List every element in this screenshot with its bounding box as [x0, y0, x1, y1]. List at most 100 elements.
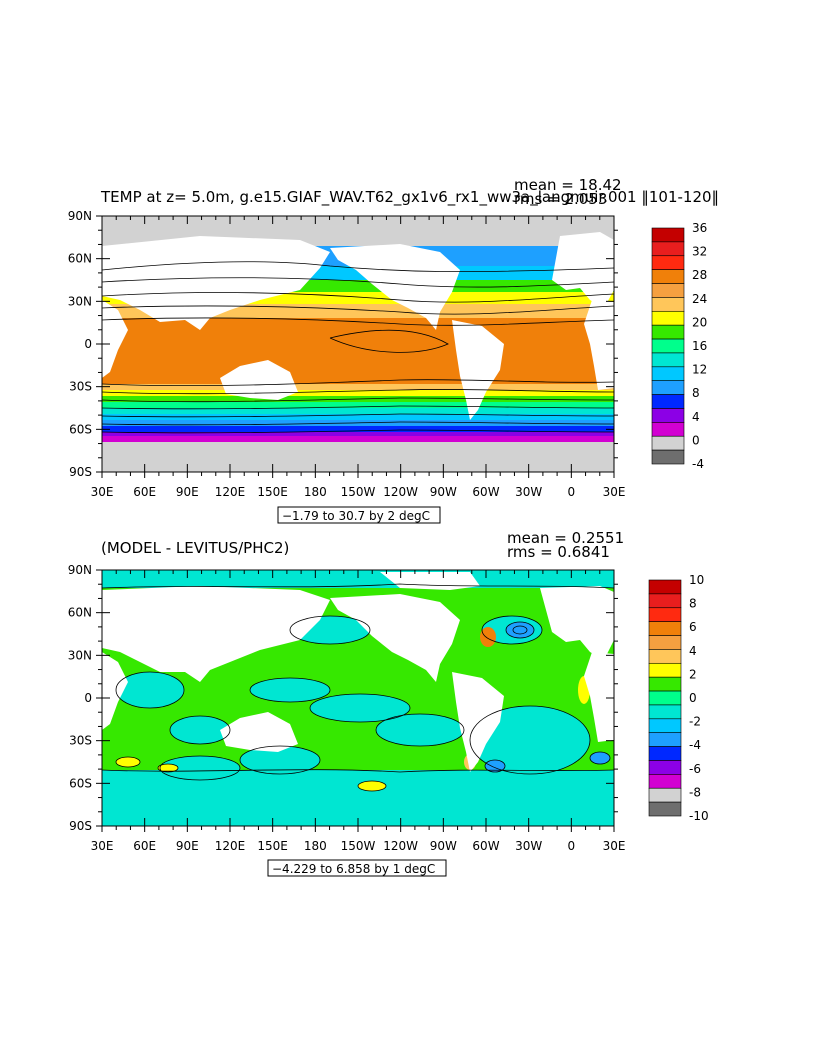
colorbar-swatch: [651, 422, 685, 437]
colorbar-swatch: [648, 801, 682, 817]
colorbar-swatch: [648, 593, 682, 609]
x-tick-label: 30E: [91, 839, 114, 853]
colorbar-label: 36: [692, 221, 707, 235]
colorbar-swatch: [651, 366, 685, 382]
colorbar-label: 2: [689, 667, 697, 681]
x-tick-label: 120E: [215, 485, 246, 499]
colorbar-label: 10: [689, 573, 704, 587]
panel2-rms: rms = 0.6841: [507, 543, 610, 561]
panel-difference: (MODEL - LEVITUS/PHC2) mean = 0.2551 rms…: [68, 529, 709, 877]
colorbar-label: 12: [692, 363, 707, 377]
panel2-colorbar: 10 8 6 4 2 0 -2 -4 -6 -8 -10: [648, 573, 709, 823]
colorbar-label: 24: [692, 292, 707, 306]
colorbar-swatch: [651, 241, 685, 257]
panel1-range-label: −1.79 to 30.7 by 2 degC: [282, 509, 430, 523]
colorbar-swatch: [651, 338, 685, 354]
x-tick-label: 150W: [341, 485, 376, 499]
x-tick-label: 150W: [341, 839, 376, 853]
colorbar-swatch: [651, 324, 685, 340]
y-tick-label: 30S: [69, 734, 92, 748]
panel2-title: (MODEL - LEVITUS/PHC2): [101, 539, 289, 557]
x-tick-label: 180: [304, 839, 327, 853]
x-tick-label: 60W: [472, 839, 499, 853]
panel-temperature: TEMP at z= 5.0m, g.e15.GIAF_WAV.T62_gx1v…: [68, 176, 719, 524]
colorbar-swatch: [651, 255, 685, 270]
x-tick-label: 120W: [383, 839, 418, 853]
colorbar-swatch: [651, 449, 685, 465]
colorbar-swatch: [648, 676, 682, 692]
panel1-axes: 30E 60E 90E 120E 150E 180 150W 120W 90W 60W 30W 0 30…: [68, 209, 626, 499]
y-tick-label: 90N: [68, 563, 92, 577]
x-tick-label: 120W: [383, 485, 418, 499]
x-tick-label: 90E: [176, 839, 199, 853]
colorbar-swatch: [648, 732, 682, 747]
colorbar-swatch: [648, 649, 682, 664]
colorbar-label: 4: [689, 644, 697, 658]
colorbar-label: 4: [692, 410, 700, 424]
colorbar-label: -6: [689, 762, 701, 776]
panel1-rms: rms = 2.053: [514, 190, 607, 208]
colorbar-swatch: [651, 227, 685, 243]
colorbar-swatch: [651, 283, 685, 298]
colorbar-swatch: [651, 297, 685, 312]
colorbar-label: 20: [692, 315, 707, 329]
panel1-contours: [102, 261, 614, 434]
x-tick-label: 90E: [176, 485, 199, 499]
colorbar-swatch: [651, 269, 685, 284]
colorbar-swatch: [648, 704, 682, 720]
colorbar-label: 6: [689, 620, 697, 634]
x-tick-label: 90W: [430, 839, 457, 853]
panel2-contours: [102, 583, 614, 792]
y-tick-label: 0: [84, 691, 92, 705]
y-tick-label: 90N: [68, 209, 92, 223]
panel1-title: TEMP at z= 5.0m, g.e15.GIAF_WAV.T62_gx1v…: [100, 188, 719, 207]
x-tick-label: 150E: [257, 485, 288, 499]
colorbar-swatch: [648, 579, 682, 595]
x-tick-label: 180: [304, 485, 327, 499]
panel1-colorbar: 36 32 28 24 20 16 12 8 4 0 -4: [651, 221, 707, 471]
x-tick-label: 30W: [515, 485, 542, 499]
colorbar-label: 0: [692, 433, 700, 447]
colorbar-swatch: [648, 621, 682, 636]
x-tick-label: 0: [568, 839, 576, 853]
x-tick-label: 30E: [603, 839, 626, 853]
colorbar-label: 16: [692, 339, 707, 353]
colorbar-label: -10: [689, 809, 709, 823]
x-tick-label: 150E: [257, 839, 288, 853]
colorbar-swatch: [648, 774, 682, 789]
y-tick-label: 0: [84, 337, 92, 351]
y-tick-label: 60N: [68, 606, 92, 620]
x-tick-label: 60W: [472, 485, 499, 499]
y-tick-label: 60N: [68, 252, 92, 266]
x-tick-label: 30W: [515, 839, 542, 853]
x-tick-label: 60E: [133, 485, 156, 499]
colorbar-swatch: [648, 787, 682, 803]
colorbar-swatch: [651, 352, 685, 368]
colorbar-swatch: [648, 760, 682, 775]
colorbar-label: 8: [692, 386, 700, 400]
panel2-land: [102, 572, 614, 772]
colorbar-swatch: [651, 380, 685, 395]
panel2-range-label: −4.229 to 6.858 by 1 degC: [272, 862, 435, 876]
panel2-axes: 30E 60E 90E 120E 150E 180 150W 120W 90W 60W 30W 0 30…: [68, 563, 626, 853]
colorbar-label: -2: [689, 715, 701, 729]
colorbar-label: 0: [689, 691, 697, 705]
colorbar-label: 28: [692, 268, 707, 282]
y-tick-label: 60S: [69, 776, 92, 790]
x-tick-label: 30E: [91, 485, 114, 499]
colorbar-swatch: [648, 746, 682, 761]
colorbar-label: -4: [692, 457, 704, 471]
y-tick-label: 90S: [69, 819, 92, 833]
colorbar-swatch: [651, 408, 685, 423]
x-tick-label: 0: [568, 485, 576, 499]
x-tick-label: 60E: [133, 839, 156, 853]
colorbar-label: -8: [689, 785, 701, 799]
colorbar-label: -4: [689, 738, 701, 752]
x-tick-label: 30E: [603, 485, 626, 499]
panel1-range-box: −1.79 to 30.7 by 2 degC: [277, 506, 441, 524]
x-tick-label: 90W: [430, 485, 457, 499]
x-tick-label: 120E: [215, 839, 246, 853]
colorbar-label: 8: [689, 597, 697, 611]
y-tick-label: 30N: [68, 648, 92, 662]
colorbar-swatch: [651, 435, 685, 451]
